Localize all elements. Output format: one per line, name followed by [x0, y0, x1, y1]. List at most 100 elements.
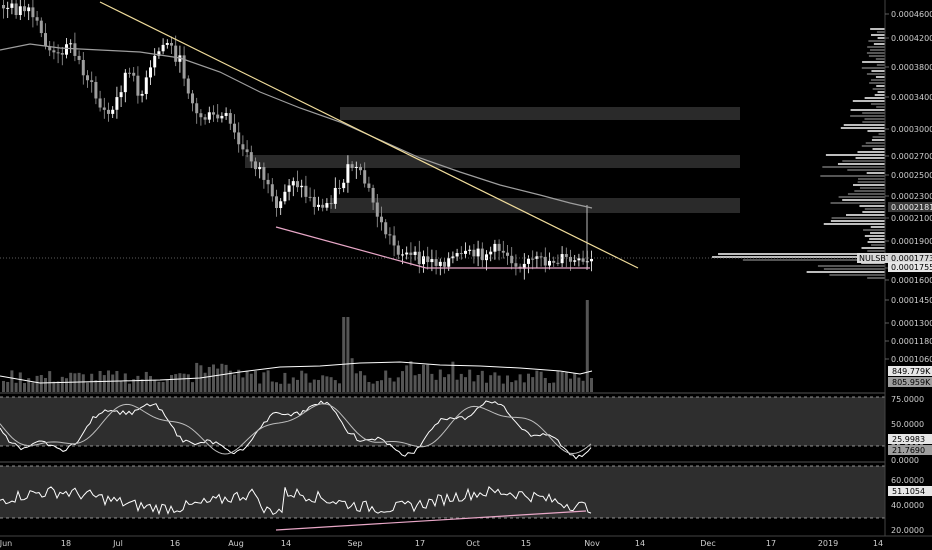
volume-bar	[321, 375, 325, 392]
volume-bar	[443, 377, 446, 392]
candle-body	[401, 254, 404, 256]
price-tick-label: 0.00010600	[891, 355, 932, 364]
volume-bar	[60, 376, 64, 392]
candle-body	[560, 254, 564, 264]
volume-bar	[18, 372, 22, 392]
volume-bar	[111, 374, 115, 392]
volume-profile-bar	[866, 52, 885, 54]
volume-bar	[149, 376, 152, 392]
osc2-divergence-line[interactable]	[275, 510, 587, 531]
volume-profile-bar	[871, 34, 885, 36]
osc2-value-tag: 51.1054	[888, 486, 932, 496]
volume-profile-bar	[862, 211, 885, 213]
lower-trendline[interactable]	[275, 226, 427, 269]
volume-profile-bar	[876, 85, 885, 87]
volume-profile-bar	[874, 94, 885, 96]
candle-body	[170, 43, 173, 46]
volume-bar	[228, 370, 232, 392]
volume-profile-bar	[867, 250, 885, 252]
volume-bar	[52, 381, 56, 392]
volume-profile-bar	[847, 169, 885, 171]
candle-body	[296, 181, 299, 188]
volume-profile-bar	[838, 196, 885, 198]
volume-bar	[426, 364, 430, 392]
volume-bar	[254, 370, 257, 392]
candle-body	[338, 187, 341, 189]
volume-bar	[329, 377, 333, 392]
volume-bar	[548, 383, 551, 392]
candle-body	[207, 112, 211, 120]
candle-body	[375, 202, 379, 217]
volume-profile-bar	[875, 76, 885, 78]
volume-bar	[468, 369, 472, 392]
candle-body	[212, 112, 215, 115]
candle-body	[157, 51, 161, 56]
volume-bar	[489, 375, 493, 392]
candle-body	[270, 184, 274, 197]
candle-body	[543, 256, 547, 266]
volume-bar	[94, 380, 98, 392]
volume-bar	[14, 382, 18, 392]
descending-trendline[interactable]	[99, 1, 639, 269]
volume-bar	[392, 381, 396, 392]
candle-body	[413, 251, 417, 255]
candle-body	[392, 235, 396, 246]
volume-bar	[39, 375, 43, 392]
time-axis[interactable]: Jun 18 Jul 16 Aug 14 Sep 17 Oct 15 Nov 14 Dec 17 2019 1…	[0, 539, 883, 548]
osc1-tag1-bg	[888, 434, 932, 444]
candle-body	[388, 234, 392, 236]
volume-profile-bar	[871, 70, 885, 72]
volume-profile-bar	[870, 28, 885, 30]
volume-profile-bar	[869, 238, 885, 240]
candle-body	[384, 222, 388, 235]
candle-body	[464, 250, 467, 254]
volume-bar	[65, 378, 68, 392]
candle-body	[149, 67, 152, 78]
candle-body	[476, 248, 480, 257]
volume-bar	[241, 377, 245, 392]
volume-bar	[308, 382, 312, 392]
candle-body	[233, 123, 236, 133]
candle-body	[485, 254, 488, 261]
volume-bar	[438, 369, 442, 392]
volume-bar	[371, 383, 375, 392]
volume-bar	[560, 371, 564, 392]
marked-level-tag: 0.00021813	[888, 202, 932, 212]
volume-profile-bar	[875, 58, 885, 60]
time-tick-label: Aug	[228, 539, 244, 548]
candle-body	[69, 43, 73, 45]
volume-bar	[132, 379, 136, 392]
volume-bar	[212, 364, 215, 392]
volume-bar	[485, 382, 488, 392]
volume-last-tag-bg	[888, 377, 932, 387]
time-tick-label: 15	[521, 539, 531, 548]
osc1-tick-label: 75.0000	[891, 395, 924, 404]
volume-bar	[476, 374, 480, 392]
candle-body	[48, 46, 52, 51]
candle-body	[165, 43, 169, 45]
volume-bar	[86, 382, 89, 392]
volume-bar	[413, 375, 417, 392]
candle-body	[472, 249, 476, 257]
volume-profile-bar	[861, 247, 885, 249]
volume-bar	[375, 381, 379, 392]
volume-bar	[136, 375, 140, 392]
candle-body	[380, 216, 383, 223]
candle-body	[224, 113, 228, 116]
osc2-tick-label: 20.0000	[891, 526, 924, 535]
volume-bar	[338, 383, 341, 392]
volume-bar	[140, 379, 144, 392]
volume-bar	[396, 377, 400, 392]
volume-bar	[279, 383, 283, 392]
candle-body	[287, 185, 291, 192]
volume-bar	[191, 382, 194, 392]
candle-body	[539, 256, 543, 258]
candle-body	[489, 251, 493, 255]
volume-bar	[304, 373, 308, 392]
candle-body	[317, 204, 320, 207]
osc2-axis[interactable]: 60.0000 40.0000 20.0000	[891, 476, 924, 535]
